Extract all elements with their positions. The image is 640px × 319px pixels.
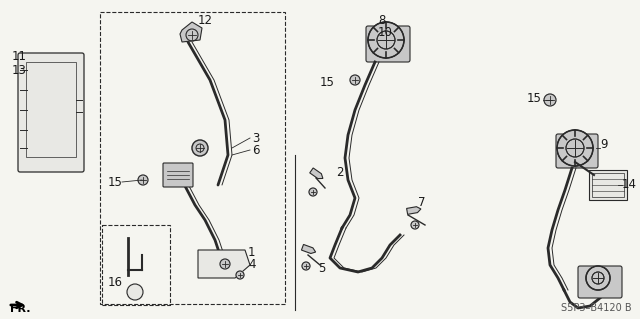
Text: 11: 11 (12, 50, 27, 63)
Circle shape (220, 259, 230, 269)
Text: 1: 1 (248, 247, 255, 259)
Circle shape (192, 140, 208, 156)
FancyBboxPatch shape (18, 53, 84, 172)
Circle shape (127, 284, 143, 300)
Circle shape (309, 188, 317, 196)
Text: 3: 3 (252, 131, 259, 145)
Text: 14: 14 (622, 179, 637, 191)
Polygon shape (180, 22, 202, 42)
FancyBboxPatch shape (556, 134, 598, 168)
Text: 15: 15 (320, 76, 335, 88)
Polygon shape (310, 168, 323, 179)
Text: 12: 12 (198, 13, 213, 26)
Circle shape (557, 130, 593, 166)
Polygon shape (209, 255, 224, 263)
Text: 7: 7 (418, 196, 426, 209)
Text: 9: 9 (600, 138, 607, 152)
Text: 13: 13 (12, 63, 27, 77)
Circle shape (186, 29, 198, 41)
Circle shape (586, 266, 610, 290)
FancyBboxPatch shape (578, 266, 622, 298)
Circle shape (368, 22, 404, 58)
Polygon shape (198, 250, 250, 278)
Circle shape (411, 221, 419, 229)
Text: 16: 16 (108, 277, 123, 290)
Circle shape (557, 130, 593, 166)
Text: S5P3–B4120 B: S5P3–B4120 B (561, 303, 632, 313)
Text: 5: 5 (318, 262, 325, 275)
FancyBboxPatch shape (366, 26, 410, 62)
Text: 4: 4 (248, 258, 255, 271)
Polygon shape (301, 244, 316, 254)
Circle shape (350, 75, 360, 85)
Circle shape (236, 271, 244, 279)
Text: 6: 6 (252, 144, 259, 157)
Circle shape (138, 175, 148, 185)
FancyBboxPatch shape (163, 163, 193, 187)
Polygon shape (406, 207, 421, 214)
Circle shape (586, 266, 610, 290)
Text: FR.: FR. (10, 304, 31, 314)
Text: 8: 8 (378, 13, 385, 26)
Circle shape (544, 94, 556, 106)
Text: 15: 15 (108, 175, 123, 189)
Text: 2: 2 (336, 166, 344, 179)
Text: 10: 10 (378, 26, 393, 39)
Circle shape (302, 262, 310, 270)
Text: 15: 15 (527, 92, 542, 105)
FancyBboxPatch shape (589, 170, 627, 200)
Circle shape (368, 22, 404, 58)
